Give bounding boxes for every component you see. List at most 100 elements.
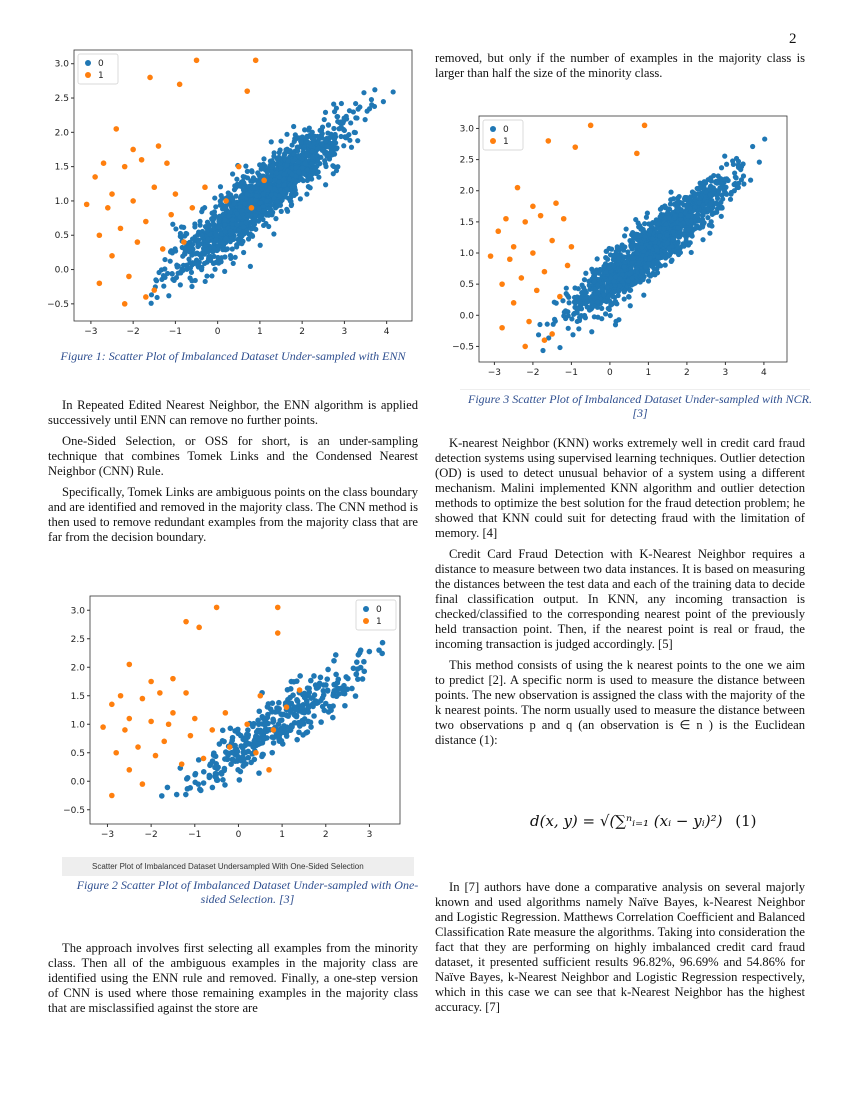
class-0-point — [333, 146, 339, 152]
class-0-point — [719, 192, 725, 198]
class-0-point — [239, 233, 245, 239]
class-0-point — [278, 738, 285, 744]
class-0-point — [315, 157, 321, 163]
class-0-point — [162, 256, 168, 263]
class-0-point — [220, 246, 226, 253]
class-0-point — [234, 748, 241, 755]
class-0-point — [243, 219, 249, 226]
class-0-point — [535, 332, 542, 338]
y-tick-label: 1.5 — [71, 692, 85, 702]
left-text-block-2: The approach involves first selecting al… — [48, 941, 418, 1022]
class-0-point — [206, 222, 212, 228]
legend-label: 0 — [503, 125, 509, 135]
class-0-point — [276, 174, 282, 180]
class-0-point — [268, 202, 275, 208]
class-0-point — [557, 344, 563, 351]
class-0-point — [300, 171, 307, 177]
class-0-point — [187, 275, 193, 281]
class-0-point — [323, 182, 329, 188]
class-1-point — [193, 57, 200, 64]
class-0-point — [591, 303, 597, 309]
class-0-point — [230, 197, 236, 203]
class-0-point — [612, 322, 619, 328]
y-tick-label: 1.0 — [71, 720, 86, 730]
class-1-point — [126, 273, 132, 280]
class-0-point — [661, 253, 668, 260]
class-0-point — [628, 269, 634, 275]
class-0-point — [240, 224, 247, 230]
class-0-point — [196, 241, 202, 248]
class-0-point — [714, 180, 720, 186]
class-0-point — [148, 292, 155, 298]
class-0-point — [311, 692, 318, 698]
class-0-point — [593, 270, 599, 276]
paragraph: K-nearest Neighbor (KNN) works extremely… — [435, 436, 805, 540]
class-0-point — [203, 246, 210, 252]
class-0-point — [589, 293, 595, 300]
paragraph: One-Sided Selection, or OSS for short, i… — [48, 434, 418, 478]
x-tick-label: 4 — [384, 327, 390, 337]
class-0-point — [281, 153, 287, 159]
class-0-points — [535, 136, 768, 354]
class-0-point — [267, 706, 274, 712]
figure-2-caption: Figure 2 Scatter Plot of Imbalanced Data… — [76, 878, 419, 906]
class-1-point — [92, 174, 98, 180]
class-0-point — [335, 164, 341, 170]
class-0-point — [285, 158, 291, 164]
class-1-point — [191, 715, 198, 722]
class-0-point — [273, 216, 279, 222]
class-0-point — [637, 222, 643, 229]
class-1-point — [223, 198, 229, 204]
class-0-point — [283, 162, 290, 169]
class-1-point — [202, 184, 208, 191]
class-1-point — [148, 678, 154, 685]
class-0-point — [243, 163, 249, 169]
class-0-point — [647, 228, 653, 234]
class-0-point — [634, 250, 640, 256]
paragraph: In Repeated Edited Nearest Neighbor, the… — [48, 398, 418, 427]
class-0-point — [242, 749, 249, 756]
class-1-point — [510, 300, 517, 306]
class-0-point — [250, 225, 256, 232]
class-0-point — [641, 292, 647, 298]
class-0-point — [707, 184, 713, 190]
class-0-point — [711, 172, 717, 179]
class-0-point — [205, 236, 211, 242]
class-0-point — [324, 688, 331, 694]
class-1-point — [641, 122, 648, 129]
class-1-points — [83, 57, 267, 307]
class-0-point — [218, 193, 224, 199]
class-1-point — [495, 228, 502, 235]
class-1-point — [530, 250, 536, 256]
class-0-point — [215, 247, 221, 253]
class-0-point — [621, 264, 627, 270]
y-tick-label: −0.5 — [452, 342, 474, 352]
class-0-point — [256, 708, 263, 715]
class-0-point — [361, 658, 367, 665]
class-0-point — [169, 250, 175, 256]
class-1-point — [634, 150, 640, 157]
class-0-point — [212, 195, 218, 201]
class-0-point — [601, 263, 607, 270]
class-0-point — [320, 682, 327, 688]
class-0-point — [255, 170, 261, 176]
class-0-point — [301, 690, 308, 697]
class-0-point — [166, 293, 172, 299]
class-1-point — [183, 618, 189, 625]
class-0-point — [354, 659, 360, 665]
figure-3-scatter: −3 −2 −1 0 1 2 3 4 −0.5 0.0 0.5 1.0 1.5 2.0 2.5 3.0 0 1 — [452, 115, 788, 378]
class-0-point — [274, 198, 280, 205]
class-0-point — [229, 221, 235, 227]
class-0-point — [276, 178, 282, 185]
class-0-point — [537, 321, 543, 328]
class-0-point — [629, 260, 635, 266]
class-0-point — [293, 173, 299, 180]
class-1-point — [152, 752, 159, 759]
class-0-point — [576, 298, 582, 304]
class-1-point — [135, 744, 141, 750]
class-0-point — [213, 236, 219, 242]
class-0-point — [738, 166, 744, 173]
class-0-point — [291, 183, 298, 189]
class-0-point — [705, 206, 711, 212]
class-0-point — [215, 224, 222, 230]
